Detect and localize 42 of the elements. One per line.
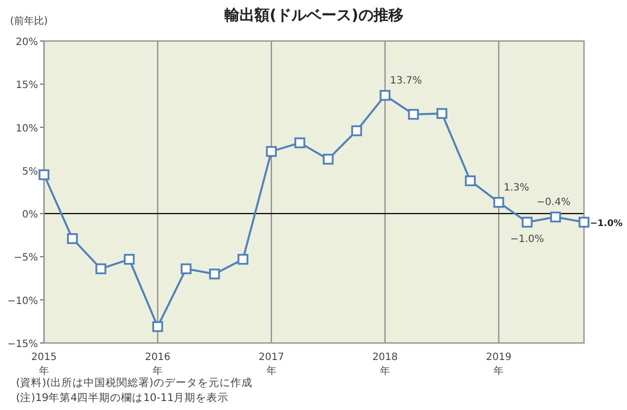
point xyxy=(493,196,504,208)
y-tick-label: 0% xyxy=(22,210,38,221)
y-tick-label: 20% xyxy=(16,37,38,48)
point xyxy=(38,169,50,180)
data-label: −0.4% xyxy=(536,197,570,208)
point xyxy=(294,137,306,148)
point xyxy=(180,263,192,274)
point xyxy=(266,146,277,157)
data-label: −1.0% xyxy=(510,234,544,246)
chart-title: 輸出額(ドルベース)の推移 xyxy=(224,6,404,24)
x-tick-label: 2015 年 xyxy=(31,352,57,377)
x-tick-label: 2017 年 xyxy=(258,352,284,377)
point xyxy=(408,108,419,120)
y-tick-label: 10% xyxy=(16,123,38,134)
point xyxy=(238,254,248,265)
point xyxy=(209,268,220,280)
point xyxy=(322,154,334,165)
text: (注)19年第4四半期の欄は10-11月期を表示 xyxy=(16,391,229,404)
point xyxy=(351,125,362,136)
y-tick-label: −10% xyxy=(7,296,38,307)
y-tick-label: −5% xyxy=(14,252,38,264)
point xyxy=(550,212,561,222)
point xyxy=(152,321,164,332)
point xyxy=(124,254,135,265)
y-axis-title: (前年比) xyxy=(10,15,48,27)
point xyxy=(67,233,78,244)
data-label: −1.0% xyxy=(590,219,623,230)
data-label: 1.3% xyxy=(504,182,530,194)
point xyxy=(522,216,533,228)
point xyxy=(436,108,448,119)
x-tick-label: 2019 年 xyxy=(486,352,512,377)
x-tick-label: 2016 年 xyxy=(144,352,170,377)
point xyxy=(380,90,390,101)
x-tick-label: 2018 年 xyxy=(372,352,398,377)
text: (資料)(出所は中国税関総署)のデータを元に作成 xyxy=(16,376,252,389)
y-tick-label: 5% xyxy=(22,166,38,178)
y-tick-label: −15% xyxy=(7,339,38,350)
point xyxy=(464,175,476,186)
y-tick-label: 15% xyxy=(16,80,38,92)
point xyxy=(95,263,106,274)
point xyxy=(578,216,590,228)
data-label: 13.7% xyxy=(390,75,422,86)
